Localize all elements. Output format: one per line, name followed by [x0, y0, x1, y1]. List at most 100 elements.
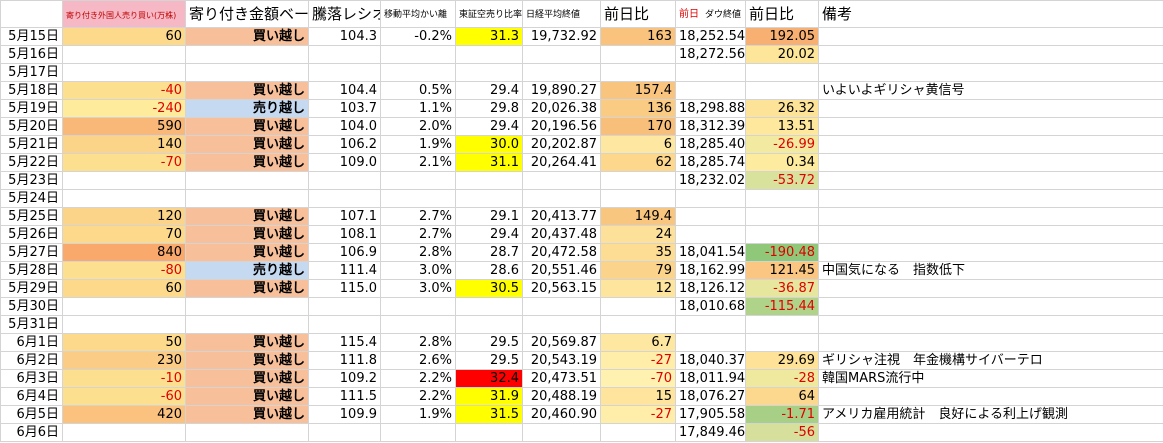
data-row: 6月1日 50 買い越し 115.4 2.8% 29.5 20,569.87 6.7 [0, 333, 1163, 352]
cell-text: 104.4 [339, 83, 377, 98]
cell [818, 279, 1163, 298]
cell-text: -27 [650, 407, 672, 422]
cell [62, 171, 186, 190]
cell-text: 17,905.58 [679, 407, 746, 422]
cell-text: 寄り付き金額ベース [189, 4, 309, 23]
cell: 20,472.58 [522, 243, 601, 262]
cell: 590 [62, 117, 186, 136]
cell-text: 5月27日 [8, 245, 59, 260]
cell: -26.99 [745, 135, 819, 154]
cell-text: -190.48 [764, 245, 815, 260]
cell-text: -36.87 [773, 281, 815, 296]
data-row: 5月30日 18,010.68 -115.44 [0, 297, 1163, 316]
cell [675, 207, 746, 226]
cell-text: 日経平均終値 [526, 10, 581, 20]
cell-text: 買い越し [252, 353, 305, 368]
cell: 1.9% [380, 135, 456, 154]
cell [308, 189, 381, 208]
cell-text: 19,890.27 [530, 83, 597, 98]
cell-text: 140 [157, 137, 182, 152]
cell: 2.1% [380, 153, 456, 172]
cell-text: 2.7% [418, 227, 452, 242]
cell-text: 20,026.38 [530, 101, 597, 116]
cell-text: -0.2% [414, 29, 452, 44]
cell: -0.2% [380, 27, 456, 46]
cell-text: 60 [165, 29, 182, 44]
date-cell: 5月19日 [0, 99, 63, 118]
cell: 18,126.12 [675, 279, 746, 298]
cell [62, 423, 186, 442]
cell-text: 東証空売り比率 [459, 10, 523, 20]
cell: 29.5 [455, 351, 523, 370]
date-cell: 5月15日 [0, 27, 63, 46]
cell [818, 45, 1163, 64]
date-cell: 5月24日 [0, 189, 63, 208]
cell-text: 70 [165, 227, 182, 242]
cell-text: アメリカ雇用統計 良好による利上げ観測 [822, 407, 1068, 422]
data-row: 5月23日 18,232.02 -53.72 [0, 171, 1163, 190]
cell-text: 149.4 [634, 209, 672, 224]
cell [745, 207, 819, 226]
cell: 18,298.88 [675, 99, 746, 118]
cell [745, 225, 819, 244]
cell-text: 109.9 [339, 407, 377, 422]
cell: 29.8 [455, 99, 523, 118]
cell-text: 107.1 [339, 209, 377, 224]
cell: 120 [62, 207, 186, 226]
cell-text: -115.44 [764, 299, 815, 314]
cell [600, 63, 676, 82]
cell: 20,196.56 [522, 117, 601, 136]
cell: -190.48 [745, 243, 819, 262]
cell-text: 17,849.46 [679, 425, 746, 440]
cell-text: 0.34 [786, 155, 815, 170]
cell: 62 [600, 153, 676, 172]
cell [675, 225, 746, 244]
cell: -53.72 [745, 171, 819, 190]
cell-text: 104.3 [339, 29, 377, 44]
cell: 109.0 [308, 153, 381, 172]
cell: 2.2% [380, 369, 456, 388]
cell: 17,905.58 [675, 405, 746, 424]
cell-text: 30.0 [490, 137, 519, 152]
cell [522, 189, 601, 208]
cell-text: 18,252.54 [679, 29, 746, 44]
cell-text: 35 [655, 245, 672, 260]
cell: 26.32 [745, 99, 819, 118]
cell: -28 [745, 369, 819, 388]
cell [600, 297, 676, 316]
cell [380, 423, 456, 442]
data-row: 5月26日 70 買い越し 108.1 2.7% 29.4 20,437.48 24 [0, 225, 1163, 244]
date-cell: 6月3日 [0, 369, 63, 388]
cell: 買い越し [185, 369, 309, 388]
cell-text: 買い越し [252, 209, 305, 224]
cell-text: 6月5日 [16, 407, 59, 422]
data-row: 5月17日 [0, 63, 1163, 82]
cell-text: 5月19日 [8, 101, 59, 116]
data-row: 5月27日 840 買い越し 106.9 2.8% 28.7 20,472.58 35 18,0… [0, 243, 1163, 262]
cell-text: 590 [157, 119, 182, 134]
cell-text: 106.9 [339, 245, 377, 260]
data-row: 5月29日 60 買い越し 115.0 3.0% 30.5 20,563.15 12 18,12… [0, 279, 1163, 298]
cell: 18,252.54 [675, 27, 746, 46]
cell-text: 12 [655, 281, 672, 296]
cell [818, 135, 1163, 154]
cell-text: 15 [655, 389, 672, 404]
cell: -115.44 [745, 297, 819, 316]
cell [62, 297, 186, 316]
cell-text: 5月17日 [8, 65, 59, 80]
cell [522, 423, 601, 442]
cell: 31.9 [455, 387, 523, 406]
cell-text: 5月30日 [8, 299, 59, 314]
cell [522, 45, 601, 64]
cell-text: 18,162.99 [679, 263, 746, 278]
cell-text: 1.9% [418, 137, 452, 152]
cell-text: 5月22日 [8, 155, 59, 170]
cell: 32.4 [455, 369, 523, 388]
cell-text: 20,437.48 [530, 227, 597, 242]
cell-text: 5月31日 [8, 317, 59, 332]
date-cell: 5月17日 [0, 63, 63, 82]
date-cell: 5月18日 [0, 81, 63, 100]
date-cell: 6月2日 [0, 351, 63, 370]
cell: -70 [600, 369, 676, 388]
